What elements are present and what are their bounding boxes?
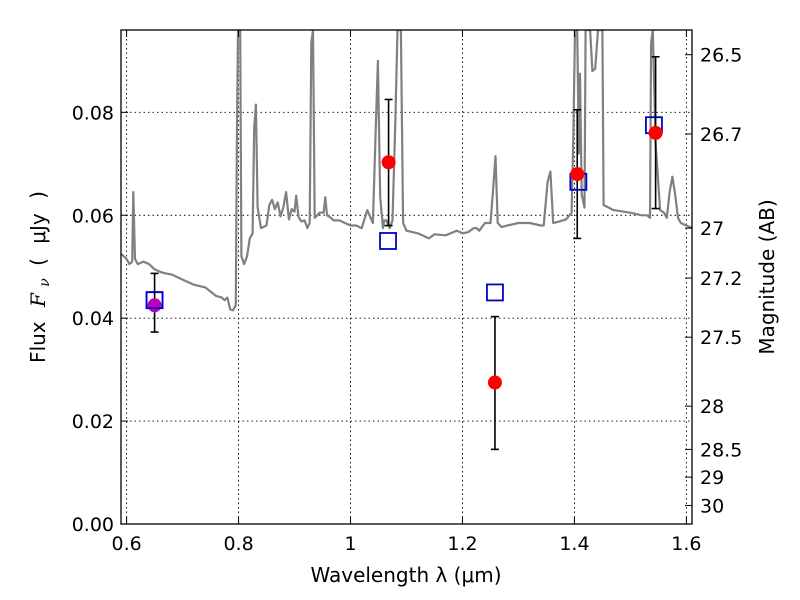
model-photometry-square-overlay	[145, 291, 164, 310]
right-tick-label: 26.7	[700, 124, 742, 146]
model-photometry-square	[486, 283, 504, 302]
plot-frame	[120, 29, 693, 525]
y-axis-label-flux: Flux	[26, 321, 50, 363]
right-tick-label: 29	[700, 467, 724, 489]
x-tick-label: 0.8	[223, 533, 253, 555]
y-tick-label: 0.04	[72, 308, 114, 330]
model-photometry-square	[379, 232, 397, 250]
x-tick-label: 1.2	[447, 533, 477, 555]
right-axis-label: Magnitude (AB)	[755, 199, 779, 354]
observed-flux-point	[570, 167, 585, 182]
y-axis-label-symbol: F	[26, 292, 50, 308]
observed-flux-point	[381, 155, 396, 170]
observed-flux-point	[487, 375, 502, 390]
observed-flux-point	[147, 298, 162, 313]
y-tick-label: 0.02	[72, 411, 114, 433]
x-axis-label: Wavelength λ (μm)	[310, 563, 501, 587]
y-tick-label: 0.00	[72, 514, 114, 536]
x-tick-label: 1.4	[559, 533, 589, 555]
right-tick-label: 27.2	[700, 268, 742, 290]
model-spectrum-line	[121, 30, 692, 312]
y-axis-label-close-paren: )	[26, 191, 50, 199]
right-tick-label: 30	[700, 495, 724, 517]
grid-layer	[121, 30, 692, 525]
spectrum-layer	[121, 30, 692, 312]
right-tick-label: 28	[700, 396, 724, 418]
x-tick-label: 0.6	[111, 533, 141, 555]
x-tick-label: 1	[344, 533, 356, 555]
y-tick-label: 0.08	[72, 102, 114, 124]
y-axis-label-open-paren: (	[26, 258, 50, 266]
x-tick-label: 1.6	[671, 533, 701, 555]
right-tick-label: 27.5	[700, 327, 742, 349]
markers-layer	[145, 55, 663, 451]
right-tick-label: 26.5	[700, 45, 742, 67]
right-tick-label: 27	[700, 218, 724, 240]
y-tick-label: 0.06	[72, 205, 114, 227]
y-axis-label-unit: μJy	[26, 213, 50, 244]
y-axis-label-subscript: ν	[37, 278, 53, 287]
ticks-layer: 0.6 0.8 1 1.2 1.4 1.6 0.00 0.02 0.04 0.06 0.08 26.5…	[72, 30, 742, 555]
right-tick-label: 28.5	[700, 439, 742, 461]
observed-flux-point	[648, 125, 663, 140]
y-axis-label: Flux F ν ( μJy )	[26, 191, 54, 363]
